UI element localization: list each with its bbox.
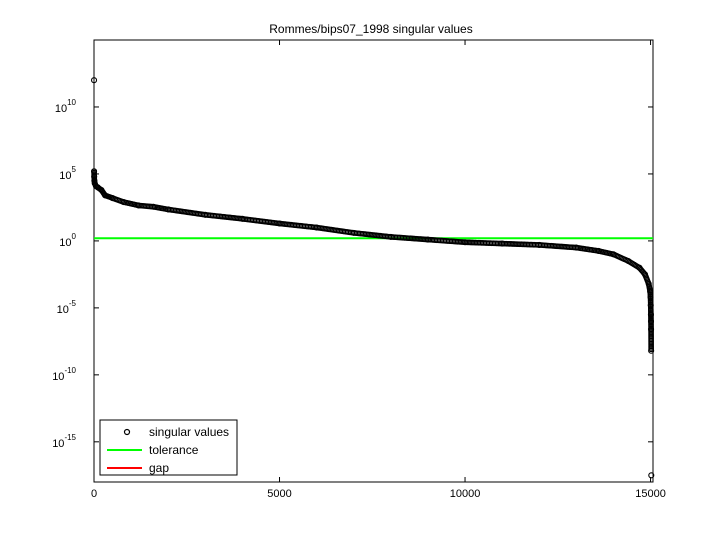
singular-value-point [573, 244, 580, 251]
legend-label: singular values [149, 425, 229, 439]
singular-value-point [636, 264, 643, 271]
plot-series [90, 77, 655, 479]
x-tick-label: 5000 [267, 488, 291, 500]
legend: singular values tolerance gap [99, 419, 238, 476]
singular-value-point [647, 302, 654, 309]
x-axis: 0 5000 10000 15000 [91, 40, 666, 500]
singular-value-point [641, 271, 649, 278]
chart-title: Rommes/bips07_1998 singular values [269, 22, 472, 36]
y-tick-label: 10-5 [57, 299, 77, 316]
y-tick-label: 10-15 [52, 433, 76, 450]
y-tick-label: 10-10 [52, 366, 76, 383]
singular-value-point [610, 251, 617, 258]
singular-value-point [647, 311, 654, 318]
singular-value-point [135, 202, 142, 209]
singular-value-point [595, 247, 602, 255]
singular-value-point [499, 240, 506, 247]
singular-value-point [387, 233, 394, 240]
singular-value-point [648, 347, 655, 354]
singular-value-point [150, 203, 157, 210]
singular-value-point [461, 239, 469, 246]
singular-value-point [424, 236, 431, 243]
singular-value-point [165, 206, 172, 213]
singular-value-point [350, 229, 357, 236]
singular-value-point [91, 173, 98, 180]
singular-value-point [98, 186, 105, 194]
x-tick-label: 0 [91, 488, 97, 500]
singular-value-point [648, 472, 655, 479]
singular-value-point [647, 318, 655, 325]
y-tick-label: 105 [59, 165, 76, 182]
singular-value-point [648, 326, 655, 333]
singular-value-point [202, 211, 209, 218]
singular-value-point [102, 192, 109, 199]
singular-value-point [90, 77, 98, 84]
singular-value-point [120, 199, 127, 206]
singular-value-point [313, 224, 320, 231]
singular-value-point [276, 220, 283, 227]
y-tick-label: 100 [59, 232, 76, 249]
legend-label: tolerance [149, 443, 199, 457]
plot-area [93, 39, 654, 483]
x-tick-label: 15000 [635, 488, 666, 500]
x-tick-label: 10000 [450, 488, 481, 500]
singular-value-point [647, 294, 654, 301]
legend-box [99, 419, 238, 476]
y-tick-label: 1010 [55, 98, 77, 115]
singular-value-point [91, 177, 98, 184]
singular-value-point [625, 257, 632, 265]
legend-label: gap [149, 461, 169, 475]
singular-value-point [109, 194, 116, 202]
legend-marker-circle [123, 428, 131, 436]
y-axis: 1010 105 100 10-5 10-10 10-15 [52, 98, 653, 450]
singular-value-point [239, 215, 246, 222]
singular-value-point [536, 241, 543, 248]
singular-value-point [645, 280, 652, 287]
